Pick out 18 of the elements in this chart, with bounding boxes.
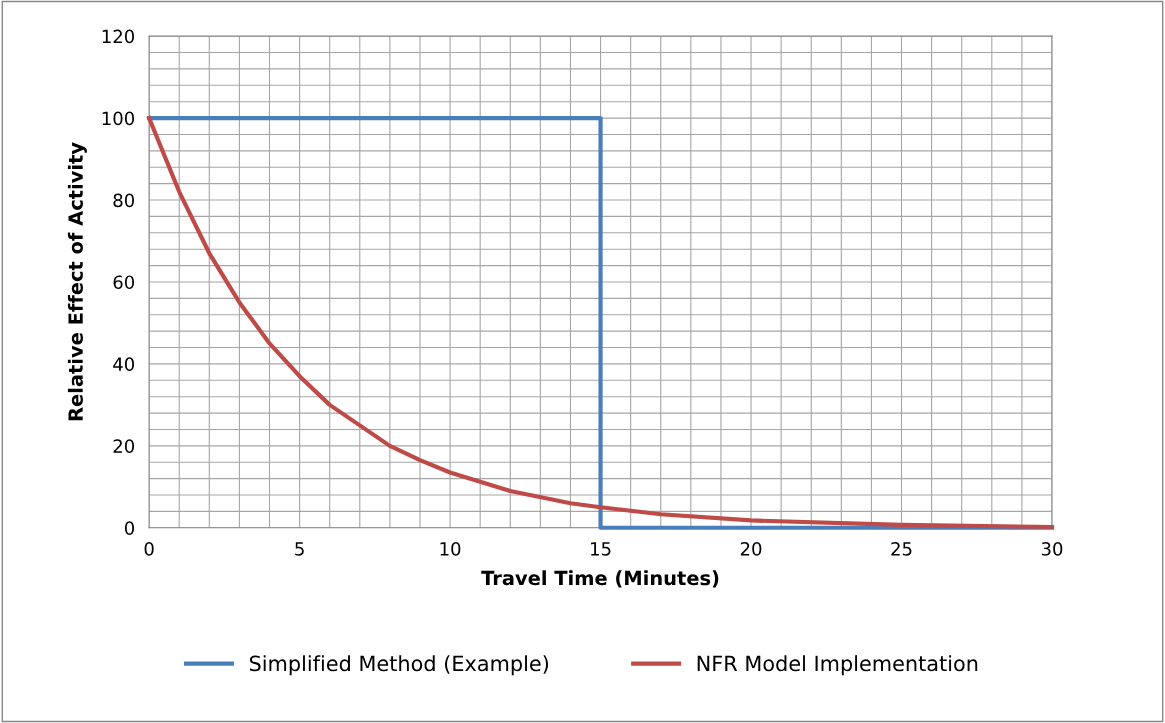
y-tick-label: 120 bbox=[102, 29, 135, 44]
y-tick-label: 100 bbox=[102, 111, 135, 126]
x-tick-label: 0 bbox=[144, 542, 154, 556]
x-tick-label: 25 bbox=[891, 542, 912, 556]
y-tick-label: 60 bbox=[113, 275, 135, 290]
y-tick-label: 80 bbox=[113, 193, 135, 208]
y-tick-label: 0 bbox=[124, 521, 135, 535]
legend-label: NFR Model Implementation bbox=[697, 655, 978, 676]
x-tick-label: 15 bbox=[591, 542, 611, 556]
x-tick-label: 20 bbox=[740, 542, 762, 556]
x-tick-label: 30 bbox=[1041, 542, 1063, 556]
x-tick-label: 10 bbox=[440, 542, 461, 556]
y-axis-title: Relative Effect of Activity bbox=[67, 142, 87, 421]
x-axis-title: Travel Time (Minutes) bbox=[481, 570, 719, 588]
y-tick-label: 40 bbox=[113, 357, 135, 372]
y-tick-label: 20 bbox=[113, 439, 135, 453]
x-tick-label: 5 bbox=[295, 542, 304, 556]
legend-label: Simplified Method (Example) bbox=[249, 655, 549, 676]
